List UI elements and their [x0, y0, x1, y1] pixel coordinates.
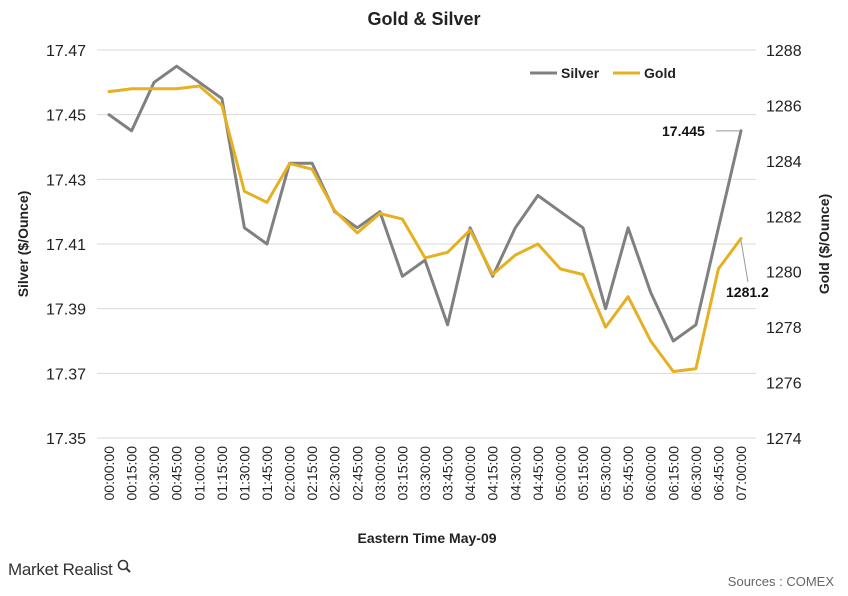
x-tick-label: 01:30:00: [236, 446, 252, 501]
right-y-tick-label: 1282: [766, 209, 802, 226]
magnifier-icon: [117, 559, 131, 573]
x-tick-label: 03:00:00: [372, 446, 388, 501]
right-y-tick-label: 1280: [766, 265, 802, 282]
annotations: 17.445 1281.2: [662, 123, 769, 300]
left-y-axis-label: Silver ($/Ounce): [15, 191, 31, 298]
silver-series-line: [107, 64, 743, 343]
x-tick-label: 07:00:00: [733, 446, 749, 501]
x-tick-label: 04:15:00: [485, 446, 501, 501]
source-note: Sources : COMEX: [727, 574, 834, 589]
right-y-tick-label: 1286: [766, 98, 802, 115]
left-y-tick-label: 17.45: [46, 108, 86, 125]
x-tick-label: 01:45:00: [259, 446, 275, 501]
x-tick-label: 02:30:00: [327, 446, 343, 501]
x-tick-label: 00:15:00: [124, 446, 140, 501]
gold-series-line: [107, 84, 743, 373]
x-tick-label: 06:45:00: [710, 446, 726, 501]
x-tick-label: 06:15:00: [665, 446, 681, 501]
x-tick-label: 00:45:00: [169, 446, 185, 501]
right-y-tick-label: 1278: [766, 320, 802, 337]
left-y-tick-label: 17.35: [46, 431, 86, 448]
chart-title: Gold & Silver: [367, 9, 480, 29]
x-tick-label: 00:00:00: [101, 446, 117, 501]
x-tick-label: 03:30:00: [417, 446, 433, 501]
x-tick-label: 00:30:00: [146, 446, 162, 501]
right-y-tick-label: 1276: [766, 376, 802, 393]
gold-annotation-leader: [740, 240, 749, 283]
left-y-tick-label: 17.41: [46, 237, 86, 254]
right-y-axis-label: Gold ($/Ounce): [816, 194, 832, 294]
right-y-axis-ticks: 1288 1286 1284 1282 1280 1278 1276 1274: [766, 43, 802, 448]
right-y-tick-label: 1284: [766, 154, 802, 171]
x-tick-label: 01:15:00: [214, 446, 230, 501]
right-y-tick-label: 1274: [766, 431, 802, 448]
left-y-tick-label: 17.37: [46, 366, 86, 383]
x-tick-label: 04:00:00: [462, 446, 478, 501]
gold-end-value-label: 1281.2: [726, 284, 769, 300]
x-tick-label: 05:45:00: [620, 446, 636, 501]
left-y-tick-label: 17.43: [46, 172, 86, 189]
left-y-tick-label: 17.47: [46, 43, 86, 60]
x-tick-label: 02:15:00: [304, 446, 320, 501]
silver-end-value-label: 17.445: [662, 123, 705, 139]
series-lines: [107, 64, 743, 373]
legend-gold-label: Gold: [644, 65, 676, 81]
gridlines: [97, 49, 756, 439]
left-y-tick-label: 17.39: [46, 302, 86, 319]
x-tick-label: 01:00:00: [191, 446, 207, 501]
right-y-tick-label: 1288: [766, 43, 802, 60]
legend: Silver Gold: [530, 65, 676, 81]
x-tick-label: 02:00:00: [282, 446, 298, 501]
x-axis-ticks: 00:00:00 00:15:00 00:30:00 00:45:00 01:00:00…: [101, 446, 749, 501]
legend-silver-label: Silver: [561, 65, 600, 81]
x-axis-label: Eastern Time May-09: [357, 530, 496, 546]
left-y-axis-ticks: 17.47 17.45 17.43 17.41 17.39 17.37 17.35: [46, 43, 86, 448]
x-tick-label: 03:15:00: [394, 446, 410, 501]
x-tick-label: 04:30:00: [507, 446, 523, 501]
x-tick-label: 03:45:00: [440, 446, 456, 501]
x-tick-label: 04:45:00: [530, 446, 546, 501]
x-tick-label: 05:00:00: [552, 446, 568, 501]
x-tick-label: 02:45:00: [349, 446, 365, 501]
x-tick-label: 05:30:00: [598, 446, 614, 501]
x-tick-label: 06:30:00: [688, 446, 704, 501]
x-tick-label: 05:15:00: [575, 446, 591, 501]
x-tick-label: 06:00:00: [643, 446, 659, 501]
brand-logo-text: Market Realist: [8, 560, 113, 579]
